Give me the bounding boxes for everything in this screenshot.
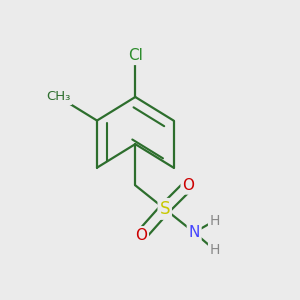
Text: O: O xyxy=(135,228,147,243)
Text: Cl: Cl xyxy=(128,48,143,63)
Text: N: N xyxy=(188,225,200,240)
Text: S: S xyxy=(160,200,170,218)
Text: H: H xyxy=(210,243,220,257)
Text: CH₃: CH₃ xyxy=(46,91,71,103)
Text: O: O xyxy=(182,178,194,193)
Text: H: H xyxy=(210,214,220,228)
